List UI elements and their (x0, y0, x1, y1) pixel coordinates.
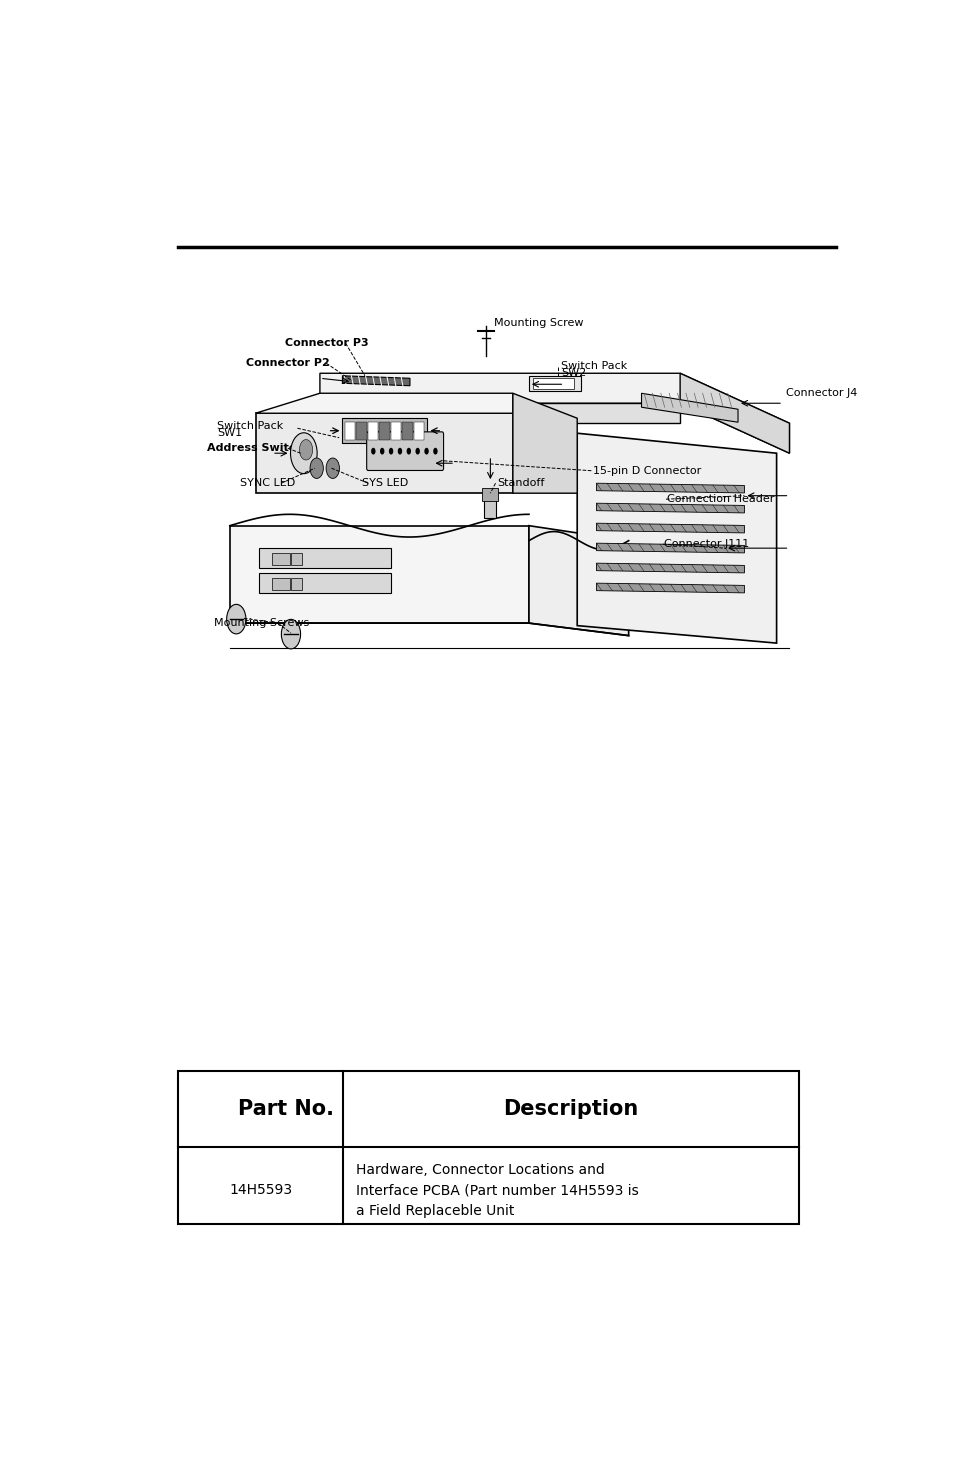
Polygon shape (230, 525, 528, 622)
Polygon shape (596, 563, 743, 572)
Polygon shape (679, 373, 789, 453)
Circle shape (371, 448, 375, 454)
Bar (342, 419, 427, 442)
Circle shape (433, 448, 437, 454)
Text: Connector P3: Connector P3 (284, 338, 368, 348)
Bar (355, 422, 367, 440)
Text: Standoff: Standoff (497, 478, 543, 488)
Text: Description: Description (503, 1099, 639, 1120)
Polygon shape (513, 394, 577, 493)
Circle shape (291, 432, 316, 473)
Text: SYNC LED: SYNC LED (239, 478, 294, 488)
Bar (291, 553, 302, 565)
Polygon shape (596, 583, 743, 593)
Polygon shape (640, 394, 738, 422)
Polygon shape (577, 434, 776, 643)
Bar (533, 378, 574, 389)
Text: Switch Pack: Switch Pack (216, 420, 283, 431)
Circle shape (424, 448, 428, 454)
Text: Mounting Screws: Mounting Screws (213, 618, 309, 628)
Text: Mounting Screw: Mounting Screw (493, 319, 582, 329)
Bar (414, 422, 424, 440)
Text: Part No.: Part No. (238, 1099, 334, 1120)
Text: SW1: SW1 (216, 428, 242, 438)
Bar (272, 553, 290, 565)
Circle shape (379, 448, 384, 454)
Text: 14H5593: 14H5593 (229, 1183, 292, 1198)
Circle shape (406, 448, 411, 454)
Bar (344, 422, 355, 440)
Polygon shape (596, 524, 743, 532)
Text: SYS LED: SYS LED (361, 478, 408, 488)
Text: Connection Header: Connection Header (666, 494, 774, 504)
Bar (258, 549, 391, 568)
Text: Switch Pack: Switch Pack (560, 361, 627, 370)
Bar (481, 488, 498, 502)
Bar (528, 376, 580, 391)
Circle shape (389, 448, 393, 454)
Bar (272, 578, 290, 590)
Polygon shape (528, 525, 628, 636)
Bar (484, 496, 496, 518)
Polygon shape (342, 376, 410, 386)
Polygon shape (596, 503, 743, 513)
Text: Connector J111: Connector J111 (663, 540, 748, 549)
Bar (402, 422, 413, 440)
Text: Connector J4: Connector J4 (785, 388, 857, 398)
Bar (391, 422, 401, 440)
Circle shape (227, 605, 246, 634)
Polygon shape (255, 413, 513, 493)
Text: 15-pin D Connector: 15-pin D Connector (593, 466, 700, 476)
Polygon shape (319, 403, 679, 423)
Text: Address Switch: Address Switch (207, 442, 303, 453)
Bar (367, 422, 378, 440)
Polygon shape (319, 373, 789, 453)
Text: Connector P2: Connector P2 (246, 358, 330, 369)
FancyBboxPatch shape (366, 432, 443, 471)
Polygon shape (255, 394, 513, 413)
Polygon shape (596, 484, 743, 493)
Text: SW2: SW2 (560, 369, 586, 378)
Bar (258, 574, 391, 593)
Circle shape (310, 457, 323, 478)
Text: Hardware, Connector Locations and
Interface PCBA (Part number 14H5593 is
a Field: Hardware, Connector Locations and Interf… (355, 1162, 639, 1218)
Bar (378, 422, 390, 440)
Polygon shape (596, 543, 743, 553)
Bar (291, 578, 302, 590)
Circle shape (416, 448, 419, 454)
Circle shape (299, 440, 313, 460)
Circle shape (326, 457, 339, 478)
Circle shape (281, 620, 300, 649)
Circle shape (397, 448, 402, 454)
Bar (178, 1071, 799, 1224)
